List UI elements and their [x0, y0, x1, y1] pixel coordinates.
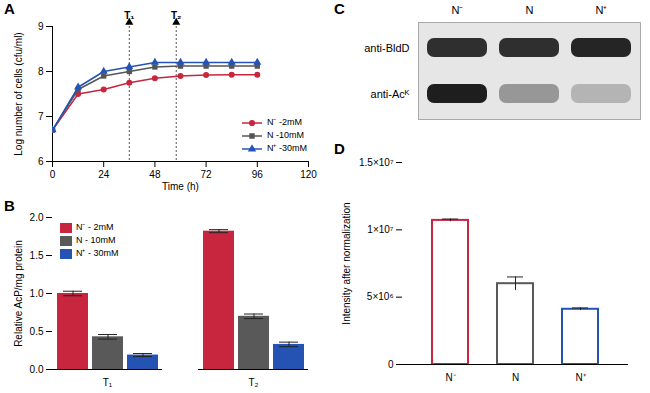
svg-text:T₂: T₂ [249, 377, 259, 388]
svg-text:0.5: 0.5 [30, 326, 44, 337]
svg-text:anti-Acᴷ: anti-Acᴷ [371, 88, 410, 100]
svg-text:Intensity after normalization: Intensity after normalization [341, 202, 352, 324]
svg-text:96: 96 [252, 169, 264, 180]
svg-text:1.5: 1.5 [30, 250, 44, 261]
svg-text:5×10⁶: 5×10⁶ [367, 291, 394, 302]
svg-text:N⁻: N⁻ [445, 372, 456, 383]
html-text:N⁺ - 30mM: N⁺ - 30mM [76, 248, 119, 258]
svg-text:2.0: 2.0 [30, 212, 44, 223]
svg-text:T₂: T₂ [171, 10, 182, 21]
html-text:N - 10mM: N - 10mM [76, 235, 116, 245]
svg-text:Time (h): Time (h) [162, 181, 199, 192]
svg-text:N⁻: N⁻ [452, 4, 464, 16]
svg-text:7: 7 [38, 111, 44, 122]
svg-text:Relative AcP/mg protein: Relative AcP/mg protein [13, 240, 24, 347]
svg-text:Log number of cells (cfu/ml): Log number of cells (cfu/ml) [13, 32, 24, 155]
svg-text:0: 0 [388, 359, 394, 370]
svg-text:N⁺: N⁺ [575, 372, 586, 383]
svg-text:120: 120 [300, 169, 317, 180]
svg-text:8: 8 [38, 66, 44, 77]
html-text:D: D [334, 140, 345, 157]
svg-text:N: N [512, 372, 519, 383]
svg-text:0.0: 0.0 [30, 364, 44, 375]
svg-text:1×10⁷: 1×10⁷ [367, 224, 394, 235]
svg-text:1.0: 1.0 [30, 288, 44, 299]
html-text:A: A [4, 0, 15, 17]
svg-text:N: N [526, 4, 534, 16]
svg-text:0: 0 [50, 169, 56, 180]
svg-text:T₁: T₁ [103, 377, 113, 388]
svg-text:1.5×10⁷: 1.5×10⁷ [359, 157, 394, 168]
svg-text:24: 24 [98, 169, 110, 180]
html-text:N -10mM: N -10mM [267, 130, 304, 140]
svg-text:anti-BldD: anti-BldD [364, 42, 409, 54]
svg-text:6: 6 [38, 156, 44, 167]
html-text:N⁻ - 2mM: N⁻ - 2mM [76, 222, 114, 232]
html-text:B: B [4, 197, 15, 214]
html-text:C: C [334, 0, 345, 17]
svg-text:72: 72 [201, 169, 213, 180]
svg-text:9: 9 [38, 21, 44, 32]
html-text:N⁺ -30mM: N⁺ -30mM [267, 143, 307, 153]
svg-text:T₁: T₁ [124, 10, 134, 21]
html-text:N⁻ -2mM: N⁻ -2mM [267, 117, 302, 127]
svg-text:48: 48 [149, 169, 161, 180]
svg-text:N⁺: N⁺ [596, 4, 608, 16]
